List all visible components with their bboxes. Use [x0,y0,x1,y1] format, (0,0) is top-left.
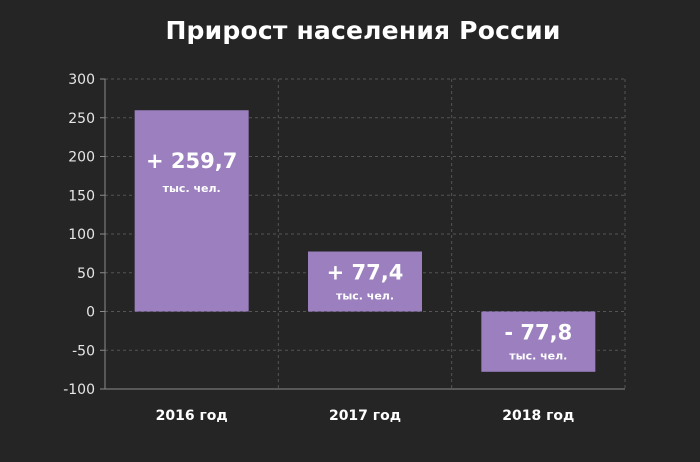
chart-title: Прирост населения России [165,16,561,45]
x-tick-label: 2018 год [502,408,574,424]
bar-layer [134,110,596,372]
y-tick-label: 50 [77,266,95,282]
bar-1 [134,110,249,312]
y-tick-label: 150 [68,188,95,204]
label-layer: + 259,7 тыс. чел. 2016 год + 77,4 тыс. чел. 2… [146,149,574,424]
y-tick-label: 100 [68,227,95,243]
x-tick-label: 2017 год [329,408,401,424]
y-tick-label: 0 [86,305,95,321]
x-tick-label: 2016 год [156,408,228,424]
y-tick-label: -100 [63,382,95,398]
y-tick-label: 200 [68,150,95,166]
unit-label-3: тыс. чел. [509,350,567,363]
unit-label-2: тыс. чел. [336,290,394,303]
y-tick-label: -50 [72,343,95,359]
data-label-3: - 77,8 [504,321,572,345]
axis-layer: 300 250 200 150 100 50 0 -50 -100 [63,72,625,398]
bar-2 [308,251,422,312]
y-tick-label: 250 [68,111,95,127]
y-tick-label: 300 [68,72,95,88]
data-label-1: + 259,7 [146,149,237,173]
unit-label-1: тыс. чел. [163,182,221,195]
bar-3 [481,311,596,372]
data-label-2: + 77,4 [327,261,404,285]
